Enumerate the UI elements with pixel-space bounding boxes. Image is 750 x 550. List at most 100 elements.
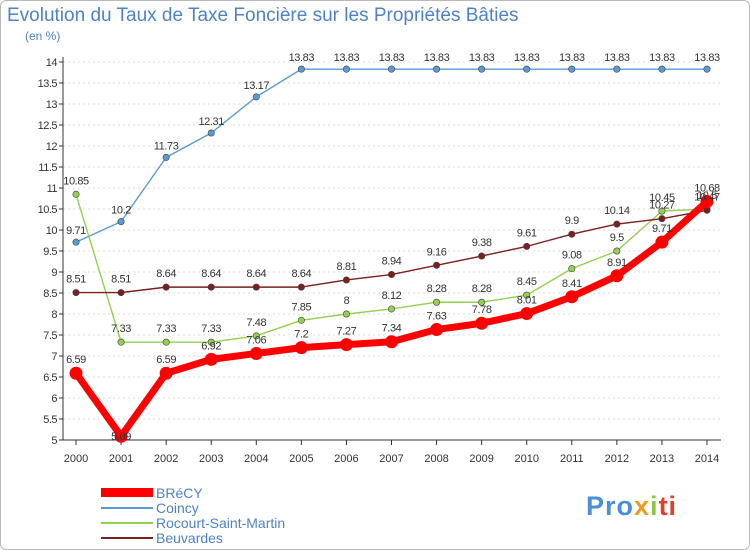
point-brecy [339,338,353,352]
data-label-coincy: 13.83 [649,52,675,64]
data-label-rocourt: 7.48 [246,317,266,329]
data-label-coincy: 13.83 [379,52,405,64]
data-label-coincy: 13.83 [694,52,720,64]
data-label-coincy: 9.71 [66,225,86,237]
point-brecy [565,290,579,304]
point-brecy [204,352,218,366]
data-label-rocourt: 8.28 [472,283,492,295]
y-tick-label: 6 [51,393,57,405]
x-tick-label: 2001 [109,453,133,465]
data-label-beuvardes: 8.81 [337,261,357,273]
point-rocourt [523,291,531,299]
data-label-brecy: 7.63 [427,311,447,323]
point-beuvardes [387,271,395,279]
y-tick-label: 8.5 [43,288,57,300]
y-tick-label: 12 [46,141,58,153]
point-brecy [159,366,173,380]
data-label-rocourt: 7.33 [156,323,176,335]
y-tick-label: 11 [47,183,58,195]
line-chart: 5 5.5 6 6.5 7 7.5 8 8.5 9 9.5 10 10.5 11 11.5 12 12.5 13… [38,52,721,465]
data-label-beuvardes: 8.94 [382,256,402,268]
data-label-rocourt: 9.08 [562,250,582,262]
point-beuvardes [342,276,350,284]
x-tick-label: 2009 [469,453,493,465]
point-beuvardes [162,283,170,291]
data-label-beuvardes: 8.64 [246,268,266,280]
point-beuvardes [297,283,305,291]
data-label-brecy: 6.92 [201,340,221,352]
data-label-rocourt: 10.5 [697,190,717,202]
data-label-brecy: 7.27 [337,326,357,338]
series-group [69,65,714,443]
point-coincy [387,65,395,73]
legend-swatch-rocourt [101,522,153,524]
point-rocourt [117,338,125,346]
data-label-brecy: 5.09 [111,431,131,443]
y-tick-label: 5.5 [43,414,57,426]
y-tick-label: 7 [51,351,57,363]
point-rocourt [433,298,441,306]
y-tick-label: 5 [51,435,57,447]
point-brecy [520,307,534,321]
legend-swatch-brecy [101,488,153,497]
point-brecy [430,323,444,337]
data-label-brecy: 6.59 [66,354,86,366]
point-coincy [658,65,666,73]
chart-unit: (en %) [25,29,61,43]
data-label-brecy: 9.71 [652,223,672,235]
point-coincy [252,93,260,101]
x-tick-label: 2011 [560,453,584,465]
logo-part-2: x [634,491,651,521]
y-tick-label: 13 [46,99,58,111]
logo-part-3: i [650,491,659,521]
data-label-brecy: 8.01 [517,295,537,307]
data-label-beuvardes: 9.61 [517,227,537,239]
data-label-rocourt: 8.45 [517,276,537,288]
point-brecy [294,341,308,355]
data-label-beuvardes: 10.14 [604,205,630,217]
legend-label-coincy: Coincy [156,500,199,516]
point-coincy [297,65,305,73]
y-tick-label: 12.5 [38,120,58,132]
point-beuvardes [207,283,215,291]
point-coincy [703,65,711,73]
y-tick-label: 10.5 [38,204,58,216]
data-label-rocourt: 8 [344,295,350,307]
point-beuvardes [72,289,80,297]
x-tick-label: 2007 [379,453,403,465]
data-label-brecy: 6.59 [156,354,176,366]
y-tick-label: 6.5 [43,372,57,384]
legend-label-beuvardes: Beuvardes [156,530,223,546]
x-tick-label: 2010 [514,453,538,465]
x-tick-label: 2013 [650,453,674,465]
data-label-rocourt: 9.5 [610,232,624,244]
x-tick-label: 2002 [154,453,178,465]
x-tick-label: 2014 [695,453,719,465]
data-label-rocourt: 10.45 [649,192,675,204]
y-tick-label: 14 [46,57,58,69]
point-coincy [478,65,486,73]
data-labels: 9.71 10.2 11.73 12.31 13.17 13.83 13.83 13.83 13… [63,52,720,443]
legend-swatch-beuvardes [101,537,153,539]
point-brecy [114,429,128,443]
point-rocourt [162,338,170,346]
point-brecy [475,316,489,330]
x-tick-label: 2006 [334,453,358,465]
legend-label-brecy: BRéCY [156,485,203,501]
chart-title: Evolution du Taux de Taxe Foncière sur l… [7,5,519,26]
point-coincy [613,65,621,73]
proxiti-logo: Proxiti [586,491,677,522]
data-label-rocourt: 7.33 [201,323,221,335]
data-label-beuvardes: 10.27 [649,200,675,212]
point-beuvardes [613,220,621,228]
data-label-brecy: 7.06 [246,334,266,346]
point-rocourt [207,338,215,346]
legend-swatch-coincy [101,507,153,509]
x-tick-label: 2008 [424,453,448,465]
point-beuvardes [117,289,125,297]
y-tick-label: 8 [51,309,57,321]
point-coincy [72,238,80,246]
point-coincy [207,129,215,137]
point-rocourt [297,316,305,324]
